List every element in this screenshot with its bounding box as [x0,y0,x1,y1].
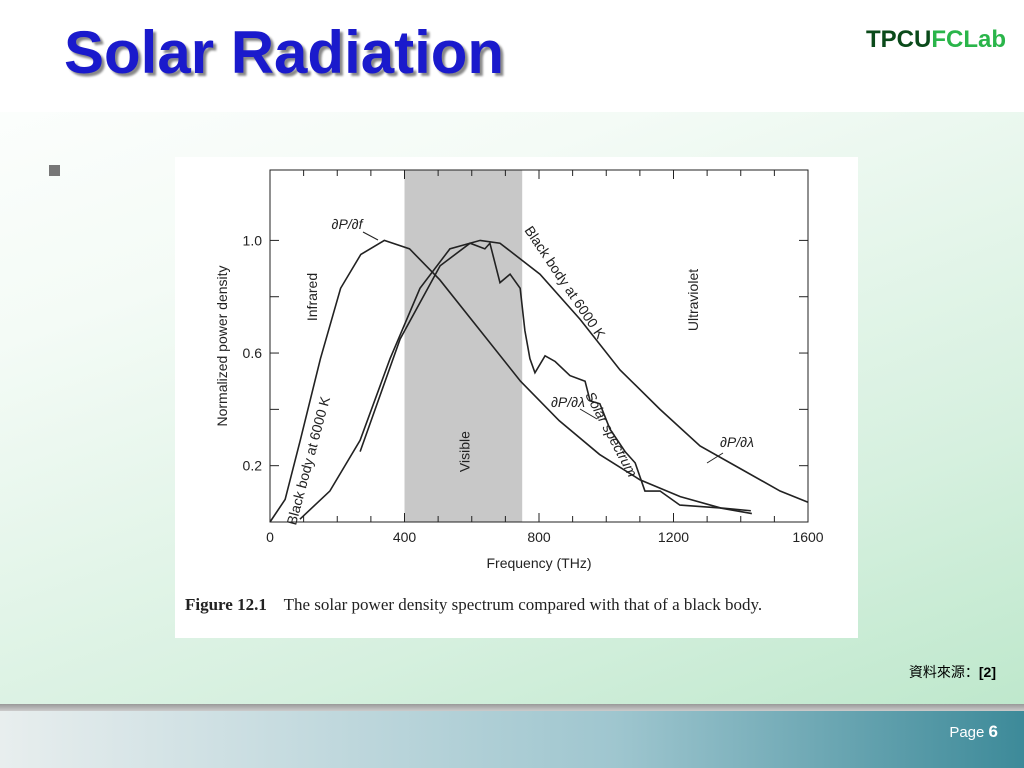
logo-part: FCLab [931,26,1006,53]
x-tick-label: 1200 [658,529,689,545]
source-ref: [2] [978,664,996,680]
chart: Visible 0 400 800 1200 1600 0.2 0.6 1.0 Frequency… [214,169,824,571]
pointer [706,452,724,464]
caption-text: The solar power density spectrum compare… [283,595,763,614]
series-line [269,239,751,523]
bullet [49,165,60,176]
header [0,0,1024,112]
annotation: Black body at 6000 K [283,394,333,527]
x-tick-label: 1600 [792,529,823,545]
logo: TPCUFCLab [866,26,1006,54]
series-line [299,239,809,520]
caption: Figure 12.1 The solar power density spec… [185,594,855,616]
x-tick-label: 400 [393,529,417,545]
y-axis-label: Normalized power density [214,265,230,426]
pointer [362,231,379,241]
y-tick-label: 0.6 [243,345,263,361]
annotation: ∂P/∂λ [551,394,585,410]
page-label: Page [949,724,985,741]
annotation: Ultraviolet [685,269,701,331]
pointer [579,408,598,420]
logo-part: TPCU [865,26,932,53]
page-num: 6 [988,722,998,741]
y-tick-label: 1.0 [243,232,263,248]
band-label: Visible [456,431,472,472]
figure: Visible 0 400 800 1200 1600 0.2 0.6 1.0 Frequency… [175,157,858,638]
source: 資料來源：[2] [909,662,996,682]
series-label: ∂P/∂f [332,216,365,232]
annotation: Infrared [304,273,320,321]
footer [0,711,1024,768]
annotation: Black body at 6000 K [522,223,610,342]
band [404,170,523,522]
footer-rule [0,704,1024,711]
y-tick-label: 0.2 [243,458,263,474]
x-tick-label: 0 [266,529,274,545]
source-label: 資料來源： [908,664,979,680]
series-line [359,241,752,515]
slide-title: Solar Radiation [64,19,505,86]
figure-number: Figure 12.1 [185,595,267,614]
series-label: Solar spectrum [582,389,640,480]
series-label: ∂P/∂λ [720,434,754,450]
x-axis-label: Frequency (THz) [486,555,591,571]
x-tick-label: 800 [527,529,551,545]
page-number: Page 6 [949,722,998,742]
